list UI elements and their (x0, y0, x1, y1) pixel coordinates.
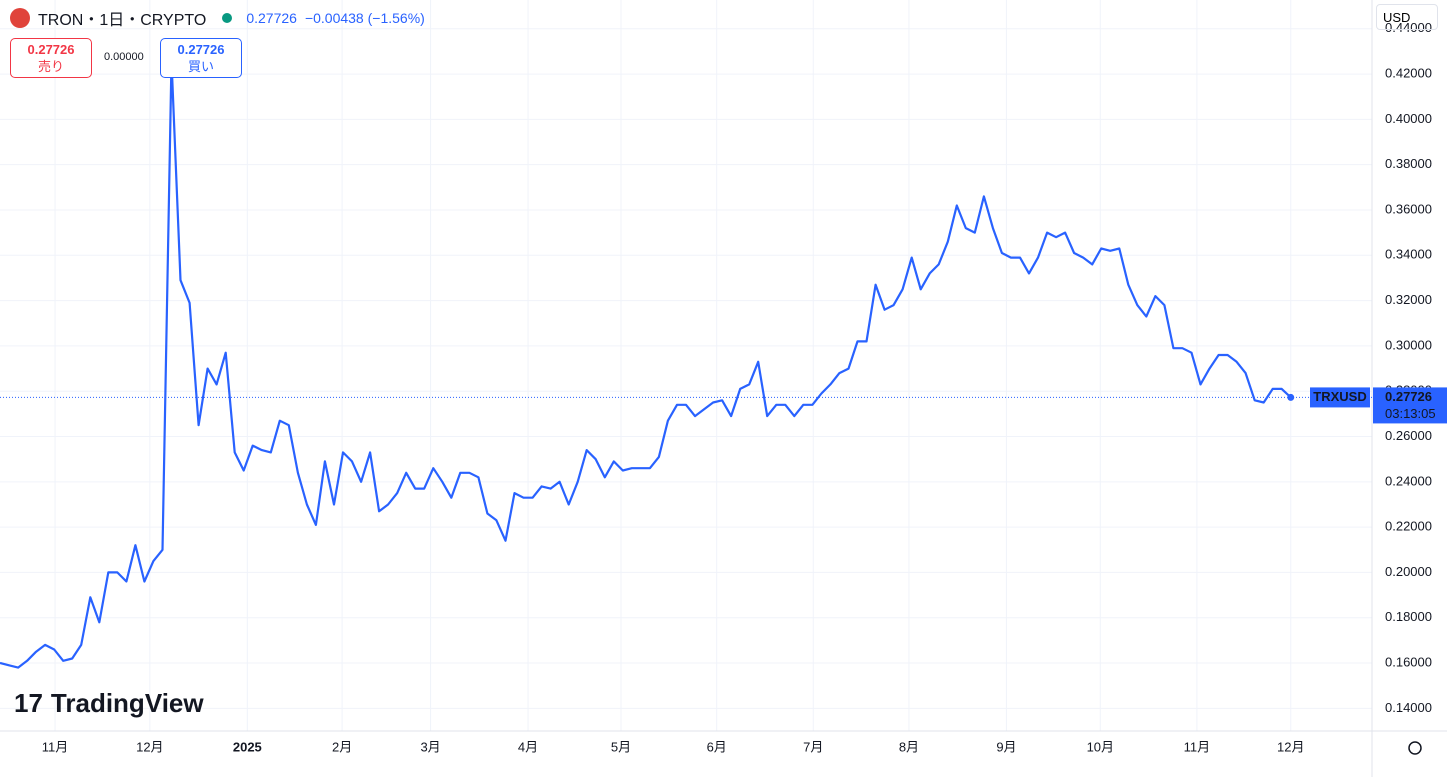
change: −0.00438 (−1.56%) (304, 10, 425, 26)
symbol[interactable]: TRON・1日・CRYPTO (38, 12, 207, 29)
y-tick-label: 0.38000 (1385, 156, 1432, 171)
x-tick-label: 2月 (332, 739, 352, 754)
x-tick-label: 7月 (803, 739, 823, 754)
y-tick-label: 0.30000 (1385, 337, 1432, 352)
logo: 17 TradingView (14, 688, 204, 719)
symbol-icon (10, 8, 30, 28)
logo-mark: 17 (14, 688, 43, 718)
settings-icon (1408, 741, 1422, 755)
price-tag (1373, 387, 1447, 424)
x-tick-label: 4月 (518, 739, 538, 754)
spread: 0.00000 (104, 51, 144, 63)
y-tick-label: 0.14000 (1385, 700, 1432, 715)
y-tick-label: 0.22000 (1385, 519, 1432, 534)
countdown: 03:13:05 (1385, 406, 1436, 421)
series-name-tag (1310, 387, 1370, 408)
y-tick-label: 0.40000 (1385, 111, 1432, 126)
sell-button[interactable]: 0.27726 売り (10, 38, 92, 78)
sell-price: 0.27726 (27, 42, 75, 57)
currency-button[interactable]: USD (1376, 4, 1438, 30)
buy-price: 0.27726 (177, 42, 225, 57)
y-tick-label: 0.42000 (1385, 66, 1432, 81)
y-tick-label: 0.20000 (1385, 564, 1432, 579)
y-tick-label: 0.32000 (1385, 292, 1432, 307)
x-tick-label: 12月 (1277, 739, 1304, 754)
x-tick-label: 12月 (136, 739, 163, 754)
x-tick-label: 11月 (42, 739, 69, 754)
price-tag-value: 0.27726 (1385, 389, 1432, 404)
x-tick-label: 10月 (1087, 739, 1114, 754)
price: 0.27726 (246, 10, 297, 26)
legend: TRON・1日・CRYPTO 0.27726 −0.00438 (−1.56%) (10, 6, 425, 30)
buy-button[interactable]: 0.27726 買い (160, 38, 242, 78)
y-tick-label: 0.16000 (1385, 654, 1432, 669)
x-tick-label: 6月 (707, 739, 727, 754)
price-line (0, 59, 1292, 669)
sell-label: 売り (37, 59, 64, 74)
y-tick-label: 0.18000 (1385, 609, 1432, 624)
x-tick-label: 9月 (996, 739, 1016, 754)
y-tick-label: 0.44000 (1385, 20, 1432, 35)
buy-label: 買い (187, 59, 214, 74)
y-tick-label: 0.26000 (1385, 428, 1432, 443)
y-tick-label: 0.24000 (1385, 473, 1432, 488)
x-tick-label: 2025 (233, 739, 262, 754)
logo-text: TradingView (50, 688, 204, 718)
y-tick-label: 0.36000 (1385, 201, 1432, 216)
series-name: TRXUSD (1313, 389, 1366, 404)
x-tick-label: 8月 (899, 739, 919, 754)
status-dot (222, 13, 233, 23)
x-tick-label: 3月 (420, 739, 440, 754)
y-tick-label: 0.34000 (1385, 247, 1432, 262)
x-tick-label: 11月 (1184, 739, 1211, 754)
x-tick-label: 5月 (611, 739, 631, 754)
